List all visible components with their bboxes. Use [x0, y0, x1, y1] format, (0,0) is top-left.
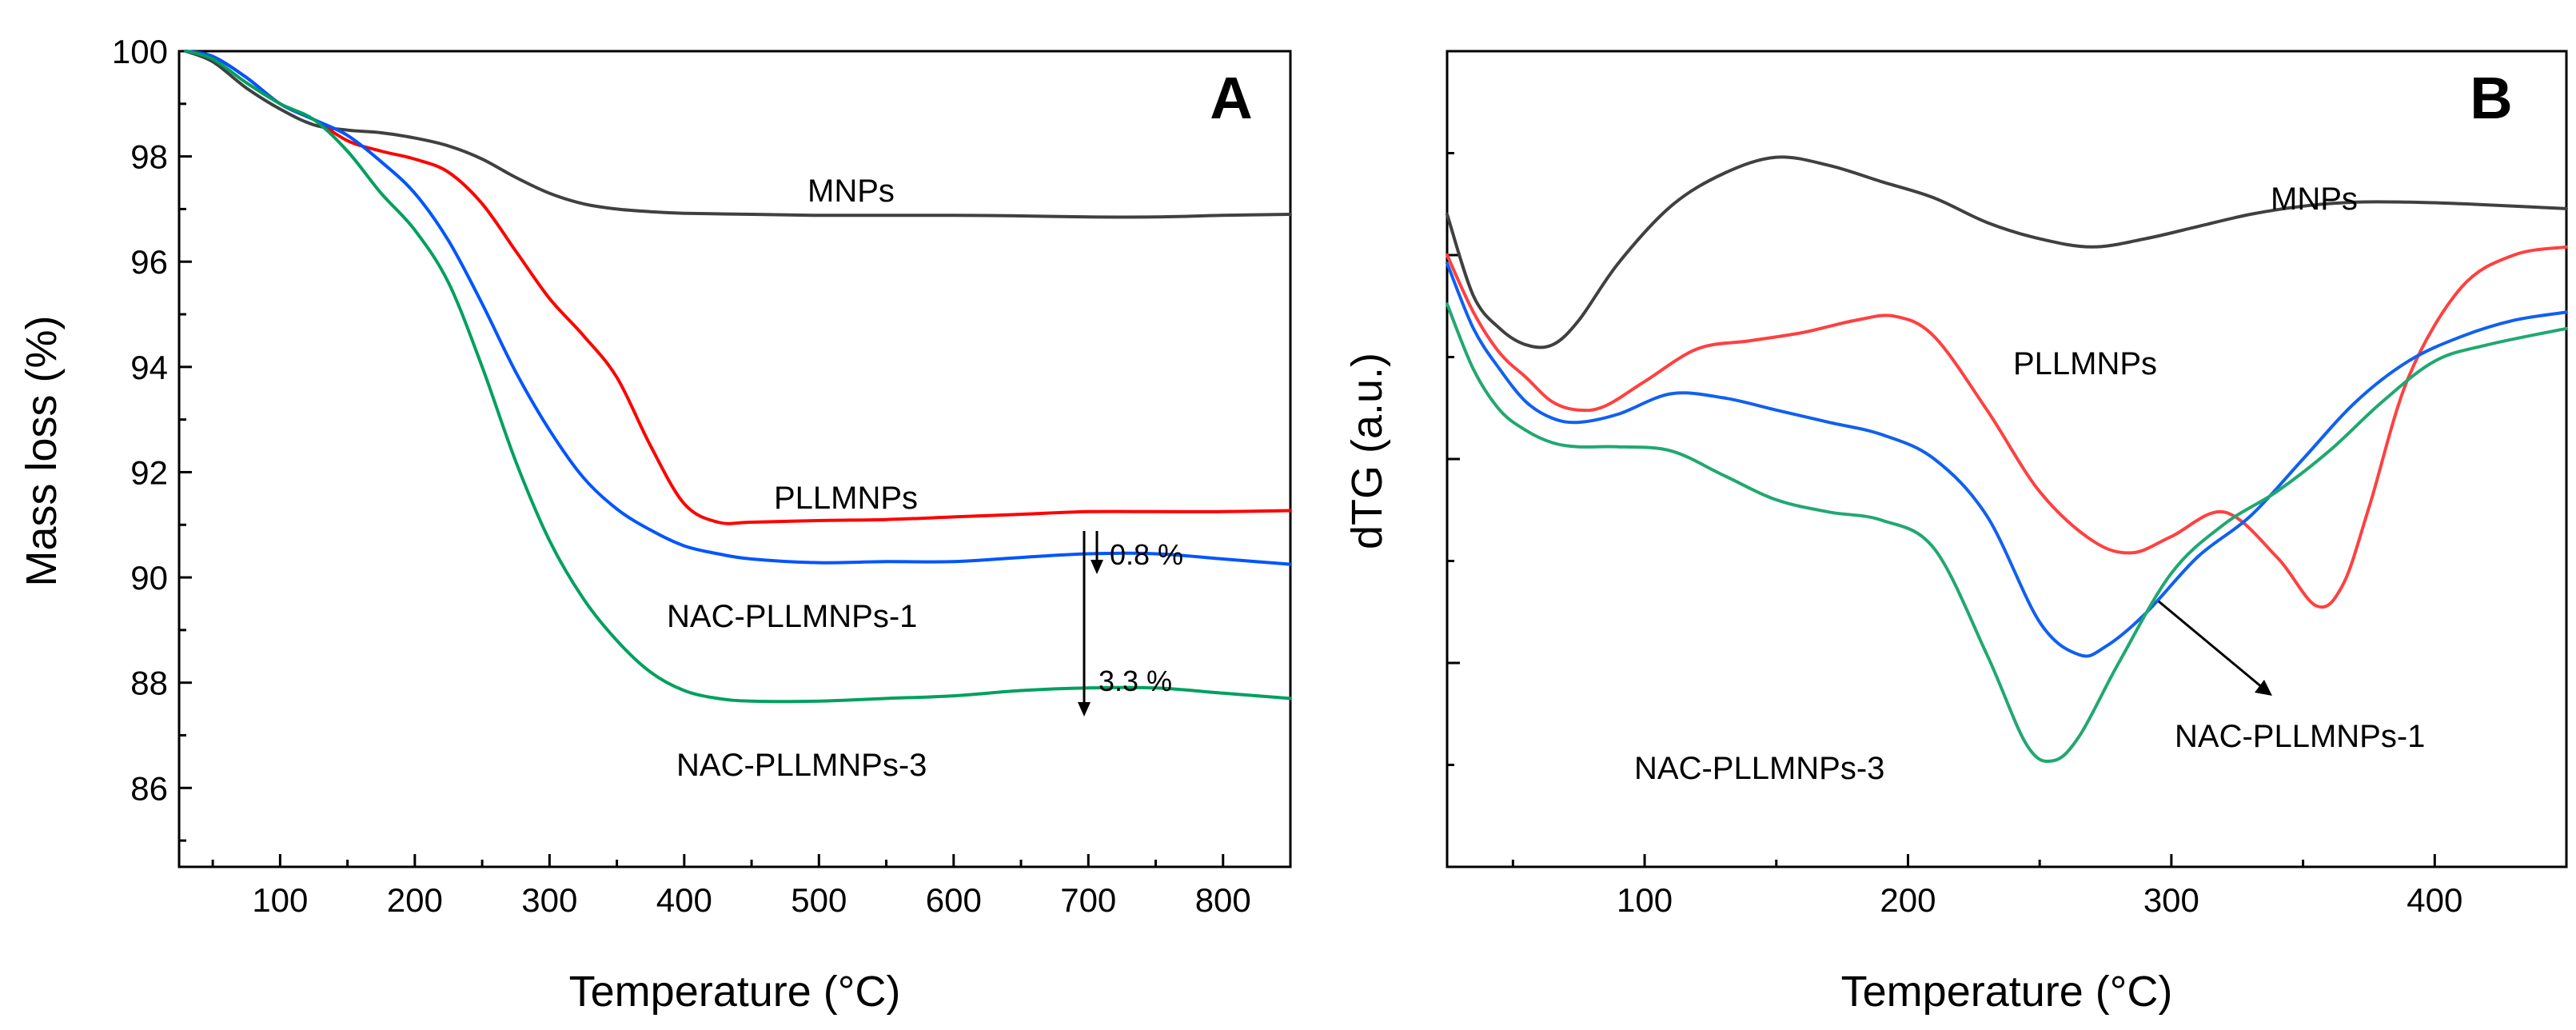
panel-a-tga-chart: 100 200 300 400 500 600 700 800 86 88 90 92 94 96 98 1…: [18, 33, 1292, 1016]
panel-a-annotation-3p3: 3.3 %: [1078, 531, 1172, 717]
y-tick-label: 86: [130, 769, 168, 807]
panel-b-x-ticks: 100 200 300 400: [1511, 854, 2568, 919]
panel-b-series: [1446, 155, 2568, 764]
series-line-nac-pllmnps-3: [1446, 302, 2568, 764]
panel-a-arrowhead-0p8: [1091, 560, 1103, 574]
panel-a-series: [184, 50, 1292, 704]
panel-a-nac3-label: NAC-PLLMNPs-3: [676, 748, 927, 783]
x-tick-label: 100: [1617, 881, 1673, 919]
x-tick-label: 400: [2407, 881, 2462, 919]
panel-b-y-ticks: [1447, 152, 1460, 766]
x-tick-label: 300: [521, 881, 577, 919]
panel-a-mnps-label: MNPs: [807, 174, 895, 209]
panel-b-x-axis-title: Temperature (°C): [1841, 968, 2173, 1016]
series-line-pllmnps: [184, 50, 1292, 525]
x-tick-label: 200: [387, 881, 443, 919]
series-line-pllmnps: [1446, 245, 2568, 609]
y-tick-label: 100: [112, 33, 168, 70]
panel-a-annotation-0p8: 0.8 %: [1091, 531, 1183, 574]
panel-b-y-axis-title: dTG (a.u.): [1343, 353, 1391, 549]
panel-a-annotation-0p8-text: 0.8 %: [1110, 538, 1183, 571]
panel-a-x-axis-title: Temperature (°C): [569, 968, 901, 1016]
x-tick-label: 200: [1880, 881, 1936, 919]
series-line-mnps: [1446, 155, 2568, 349]
panel-b-pllmnps-label: PLLMNPs: [2013, 346, 2157, 381]
series-line-nac-pllmnps-1: [184, 50, 1292, 566]
panel-a-annotation-3p3-text: 3.3 %: [1099, 665, 1172, 697]
y-tick-label: 96: [130, 243, 168, 281]
x-tick-label: 400: [656, 881, 712, 919]
panel-b-nac1-label: NAC-PLLMNPs-1: [2175, 719, 2425, 754]
y-tick-label: 90: [130, 559, 168, 597]
x-tick-label: 800: [1195, 881, 1251, 919]
y-tick-label: 92: [130, 453, 168, 491]
panel-a-pllmnps-label: PLLMNPs: [774, 481, 918, 516]
x-tick-label: 100: [252, 881, 308, 919]
panel-b-pointer-line: [2158, 600, 2263, 689]
panel-b-pointer-head: [2255, 680, 2272, 696]
panel-a-label: A: [1210, 65, 1252, 131]
panel-a-frame: [177, 50, 1292, 868]
y-tick-label: 98: [130, 138, 168, 176]
panel-a-y-axis-title: Mass loss (%): [18, 315, 66, 586]
panel-b-nac3-label: NAC-PLLMNPs-3: [1634, 751, 1884, 786]
y-tick-label: 94: [130, 349, 168, 386]
panel-b-label: B: [2470, 65, 2512, 131]
x-tick-label: 700: [1060, 881, 1116, 919]
panel-a-y-ticks: 86 88 90 92 94 96 98 100: [112, 33, 192, 842]
panel-b-mnps-label: MNPs: [2271, 182, 2358, 217]
x-tick-label: 500: [791, 881, 847, 919]
y-tick-label: 88: [130, 665, 168, 702]
series-line-mnps: [184, 50, 1292, 219]
series-line-nac-pllmnps-1: [1446, 261, 2568, 658]
x-tick-label: 300: [2143, 881, 2199, 919]
panel-a-arrowhead-3p3: [1078, 702, 1091, 717]
panel-a-nac1-label: NAC-PLLMNPs-1: [667, 599, 917, 634]
series-line-nac-pllmnps-3: [184, 50, 1292, 704]
panel-b-dtg-chart: 100 200 300 400 Temperature (°C) dTG (a.u.)…: [1343, 50, 2568, 1016]
panel-b-nac1-pointer: [2158, 600, 2272, 696]
panel-a-x-ticks: 100 200 300 400 500 600 700 800: [211, 854, 1292, 919]
x-tick-label: 600: [926, 881, 982, 919]
